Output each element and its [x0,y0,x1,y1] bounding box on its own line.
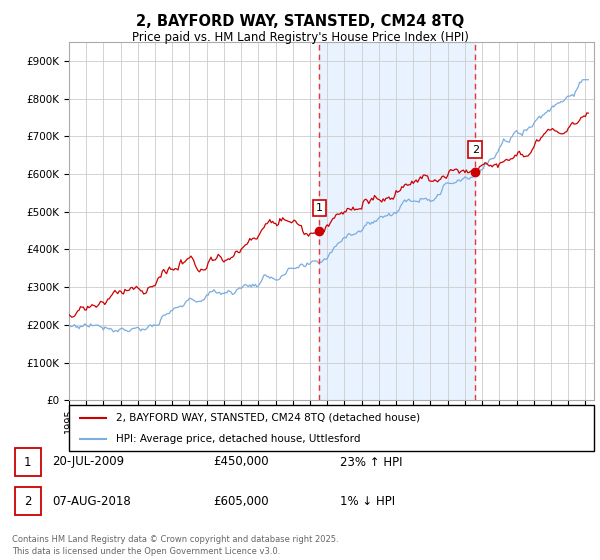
Text: Contains HM Land Registry data © Crown copyright and database right 2025.
This d: Contains HM Land Registry data © Crown c… [12,535,338,556]
Text: 23% ↑ HPI: 23% ↑ HPI [340,455,403,469]
Text: 1% ↓ HPI: 1% ↓ HPI [340,494,395,508]
Text: 20-JUL-2009: 20-JUL-2009 [52,455,124,469]
Text: 2: 2 [24,494,32,508]
Text: Price paid vs. HM Land Registry's House Price Index (HPI): Price paid vs. HM Land Registry's House … [131,31,469,44]
FancyBboxPatch shape [15,487,41,515]
Text: 1: 1 [316,203,323,213]
Text: HPI: Average price, detached house, Uttlesford: HPI: Average price, detached house, Uttl… [116,434,361,444]
Text: 2: 2 [472,144,479,155]
Text: £450,000: £450,000 [214,455,269,469]
Text: £605,000: £605,000 [214,494,269,508]
Bar [319,42,475,400]
FancyBboxPatch shape [15,448,41,476]
Text: 2, BAYFORD WAY, STANSTED, CM24 8TQ (detached house): 2, BAYFORD WAY, STANSTED, CM24 8TQ (deta… [116,413,421,423]
Text: 07-AUG-2018: 07-AUG-2018 [52,494,131,508]
Text: 2, BAYFORD WAY, STANSTED, CM24 8TQ: 2, BAYFORD WAY, STANSTED, CM24 8TQ [136,14,464,29]
Text: 1: 1 [24,455,32,469]
